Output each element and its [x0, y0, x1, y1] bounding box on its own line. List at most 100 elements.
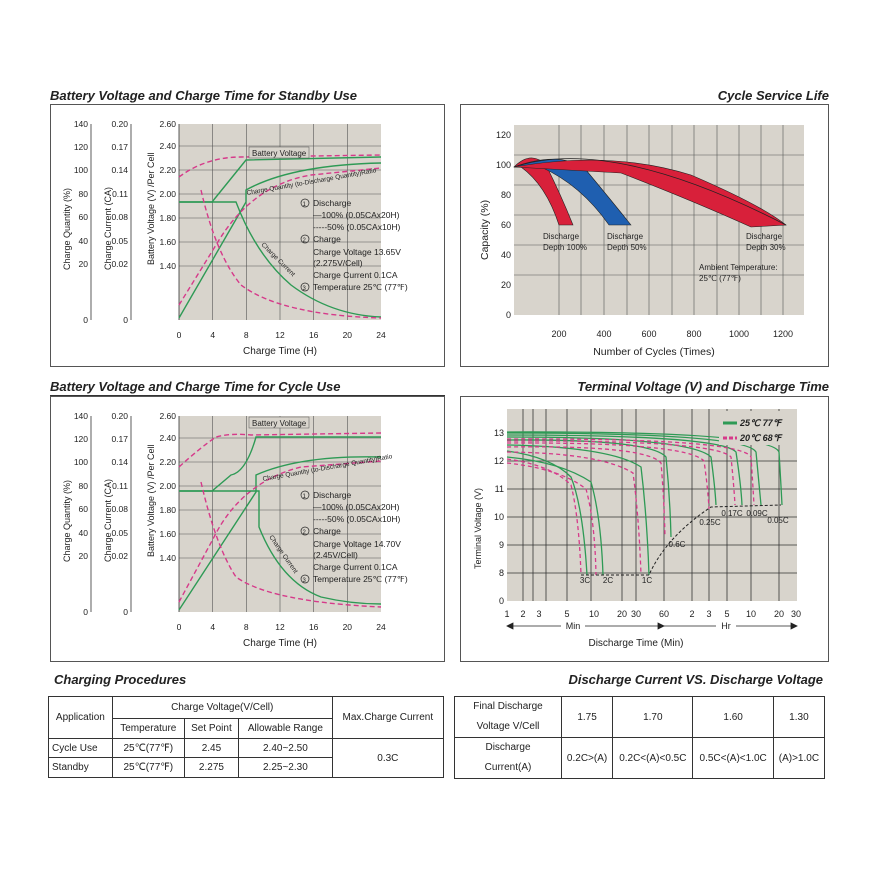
standby-x-tick: 4	[210, 330, 215, 340]
standby-y2-label: Charge Current (CA)	[103, 187, 113, 270]
standby-y1-label: Charge Quantity (%)	[62, 188, 72, 270]
cycle-y1-tick: 80	[79, 481, 89, 491]
cycle-x-tick: 16	[309, 622, 319, 632]
cycle-chart-title: Battery Voltage and Charge Time for Cycl…	[50, 379, 445, 396]
dc-x-tick: 1	[504, 609, 509, 619]
cycle-current-50	[200, 481, 382, 608]
dc-curve-label: 0.05C	[767, 516, 789, 525]
cycle-y2-tick: 0.11	[112, 481, 128, 491]
cycle-y1-tick: 140	[74, 411, 88, 421]
dc-curve-label: 3C	[580, 576, 590, 585]
row-set: 2.45	[183, 738, 240, 758]
standby-note: —100% (0.05CAx20H)	[313, 210, 400, 220]
cycle-y1-tick: 0	[83, 607, 88, 617]
standby-y2-tick: 0.05	[111, 236, 128, 246]
standby-y2-tick: 0.11	[112, 189, 128, 199]
cycle-note: Temperature 25℃ (77℉)	[313, 574, 408, 584]
fdv-value: 1.75	[560, 696, 614, 738]
cycle-x-tick: 4	[210, 622, 215, 632]
depth-label: Discharge	[607, 232, 644, 241]
standby-y2-tick: 0.14	[111, 165, 128, 175]
dc-y-tick: 0	[499, 596, 504, 606]
dc-y-tick: 10	[494, 512, 504, 522]
dc-y-tick: 11	[495, 484, 504, 494]
dc-y-tick: 9	[499, 540, 504, 550]
standby-x-label: Charge Time (H)	[243, 346, 317, 357]
cycle-x-tick: 24	[376, 622, 386, 632]
dc-3c-20	[506, 458, 582, 576]
svg-text:1: 1	[303, 494, 307, 500]
standby-note: Charge Voltage 13.65V	[313, 247, 401, 257]
standby-chart-panel: 140 120 100 80 60 40 20 0 0.20 0.17 0.14…	[50, 104, 445, 367]
standby-note: Charge Current 0.1CA	[313, 270, 398, 280]
dc-x-tick: 30	[791, 609, 801, 619]
dc-009c-20	[506, 438, 755, 506]
standby-chart-title: Battery Voltage and Charge Time for Stan…	[50, 88, 445, 105]
th-charge-voltage: Charge Voltage(V/Cell)	[111, 696, 333, 719]
cycle-y1-tick: 120	[74, 434, 88, 444]
cycle-note: Charge	[313, 526, 341, 536]
standby-y3-tick: 2.20	[159, 165, 176, 175]
standby-x-tick: 12	[275, 330, 285, 340]
dc-x-tick: 2	[689, 609, 694, 619]
dc-x-tick: 10	[746, 609, 756, 619]
cycle-y2-tick: 0.17	[111, 434, 128, 444]
dc-curve-label: 0.6C	[669, 540, 686, 549]
dc-x-tick: 30	[631, 609, 641, 619]
discharge-time-chart: 25℃ 77℉ 20℃ 68℉ 3C 2C 1C 0.6C 0.25C 0.17…	[473, 409, 801, 649]
legend-25c: 25℃ 77℉	[739, 418, 783, 428]
dc-hr-label: Hr	[721, 621, 731, 631]
standby-note: -----50% (0.05CAx10H)	[313, 222, 401, 232]
dc-x-tick: 60	[659, 609, 669, 619]
standby-note: Discharge	[313, 198, 352, 208]
standby-note: Temperature 25℃ (77℉)	[313, 282, 408, 292]
discharge-vs-voltage-title: Discharge Current VS. Discharge Voltage	[568, 672, 823, 687]
dc-curve-label: 1C	[642, 576, 652, 585]
dc-2c-20	[506, 462, 597, 576]
dc-x-tick: 20	[774, 609, 784, 619]
fdv-value: 1.30	[772, 696, 826, 738]
row-temp: 25℃(77℉)	[111, 757, 185, 778]
ambient-label: Ambient Temperature:	[699, 263, 778, 272]
cycle-life-x-tick: 1000	[729, 329, 749, 339]
depth-label: Discharge	[746, 232, 783, 241]
dc-final-voltage-line	[581, 504, 782, 576]
dc-1c	[506, 444, 650, 576]
standby-y2-tick: 0	[123, 315, 128, 325]
th-range: Allowable Range	[238, 718, 333, 739]
cycle-y2-tick: 0.14	[111, 457, 128, 467]
cycle-voltage-100	[179, 436, 381, 492]
row-temp: 25℃(77℉)	[111, 738, 185, 758]
standby-y3-label: Battery Voltage (V) /Per Cell	[146, 152, 156, 265]
cycle-y1-label: Charge Quantity (%)	[62, 480, 72, 562]
dc-x-tick: 3	[706, 609, 711, 619]
dc-2c	[506, 456, 604, 576]
dc-label-cell: Discharge Current(A)	[454, 737, 562, 779]
standby-y3-tick: 2.00	[159, 189, 176, 199]
cycle-y2-tick: 0	[123, 607, 128, 617]
row-range: 2.25~2.30	[238, 757, 333, 778]
charging-procedures-table: Application Charge Voltage(V/Cell) Max.C…	[48, 696, 445, 778]
dc-label: Current(A)	[484, 762, 532, 773]
th-set-point: Set Point	[183, 718, 240, 739]
cycle-life-panel: Discharge Depth 100% Discharge Depth 50%…	[460, 104, 829, 367]
standby-y2-tick: 0.08	[111, 212, 128, 222]
cycle-y1-tick: 60	[79, 504, 89, 514]
cycle-x-label: Charge Time (H)	[243, 638, 317, 649]
cycle-y3-tick: 1.60	[159, 529, 176, 539]
cycle-chart-panel: 140 120 100 80 60 40 20 0 0.20 0.17 0.14…	[50, 396, 445, 662]
cycle-voltage-label: Battery Voltage	[252, 419, 307, 428]
cycle-x-tick: 20	[343, 622, 353, 632]
standby-y1-tick: 60	[79, 212, 89, 222]
cycle-x-tick: 8	[244, 622, 249, 632]
svg-text:1: 1	[303, 202, 307, 208]
fdv-value: 1.70	[612, 696, 694, 738]
cycle-life-y-tick: 40	[501, 250, 511, 260]
dc-y-label: Terminal Voltage (V)	[473, 488, 483, 569]
cycle-current-100	[179, 490, 382, 605]
standby-quantity-50	[178, 167, 382, 306]
cycle-life-depth100	[513, 157, 574, 226]
cycle-life-x-tick: 400	[596, 329, 611, 339]
cycle-life-y-tick: 80	[501, 190, 511, 200]
cycle-life-y-tick: 60	[501, 220, 511, 230]
